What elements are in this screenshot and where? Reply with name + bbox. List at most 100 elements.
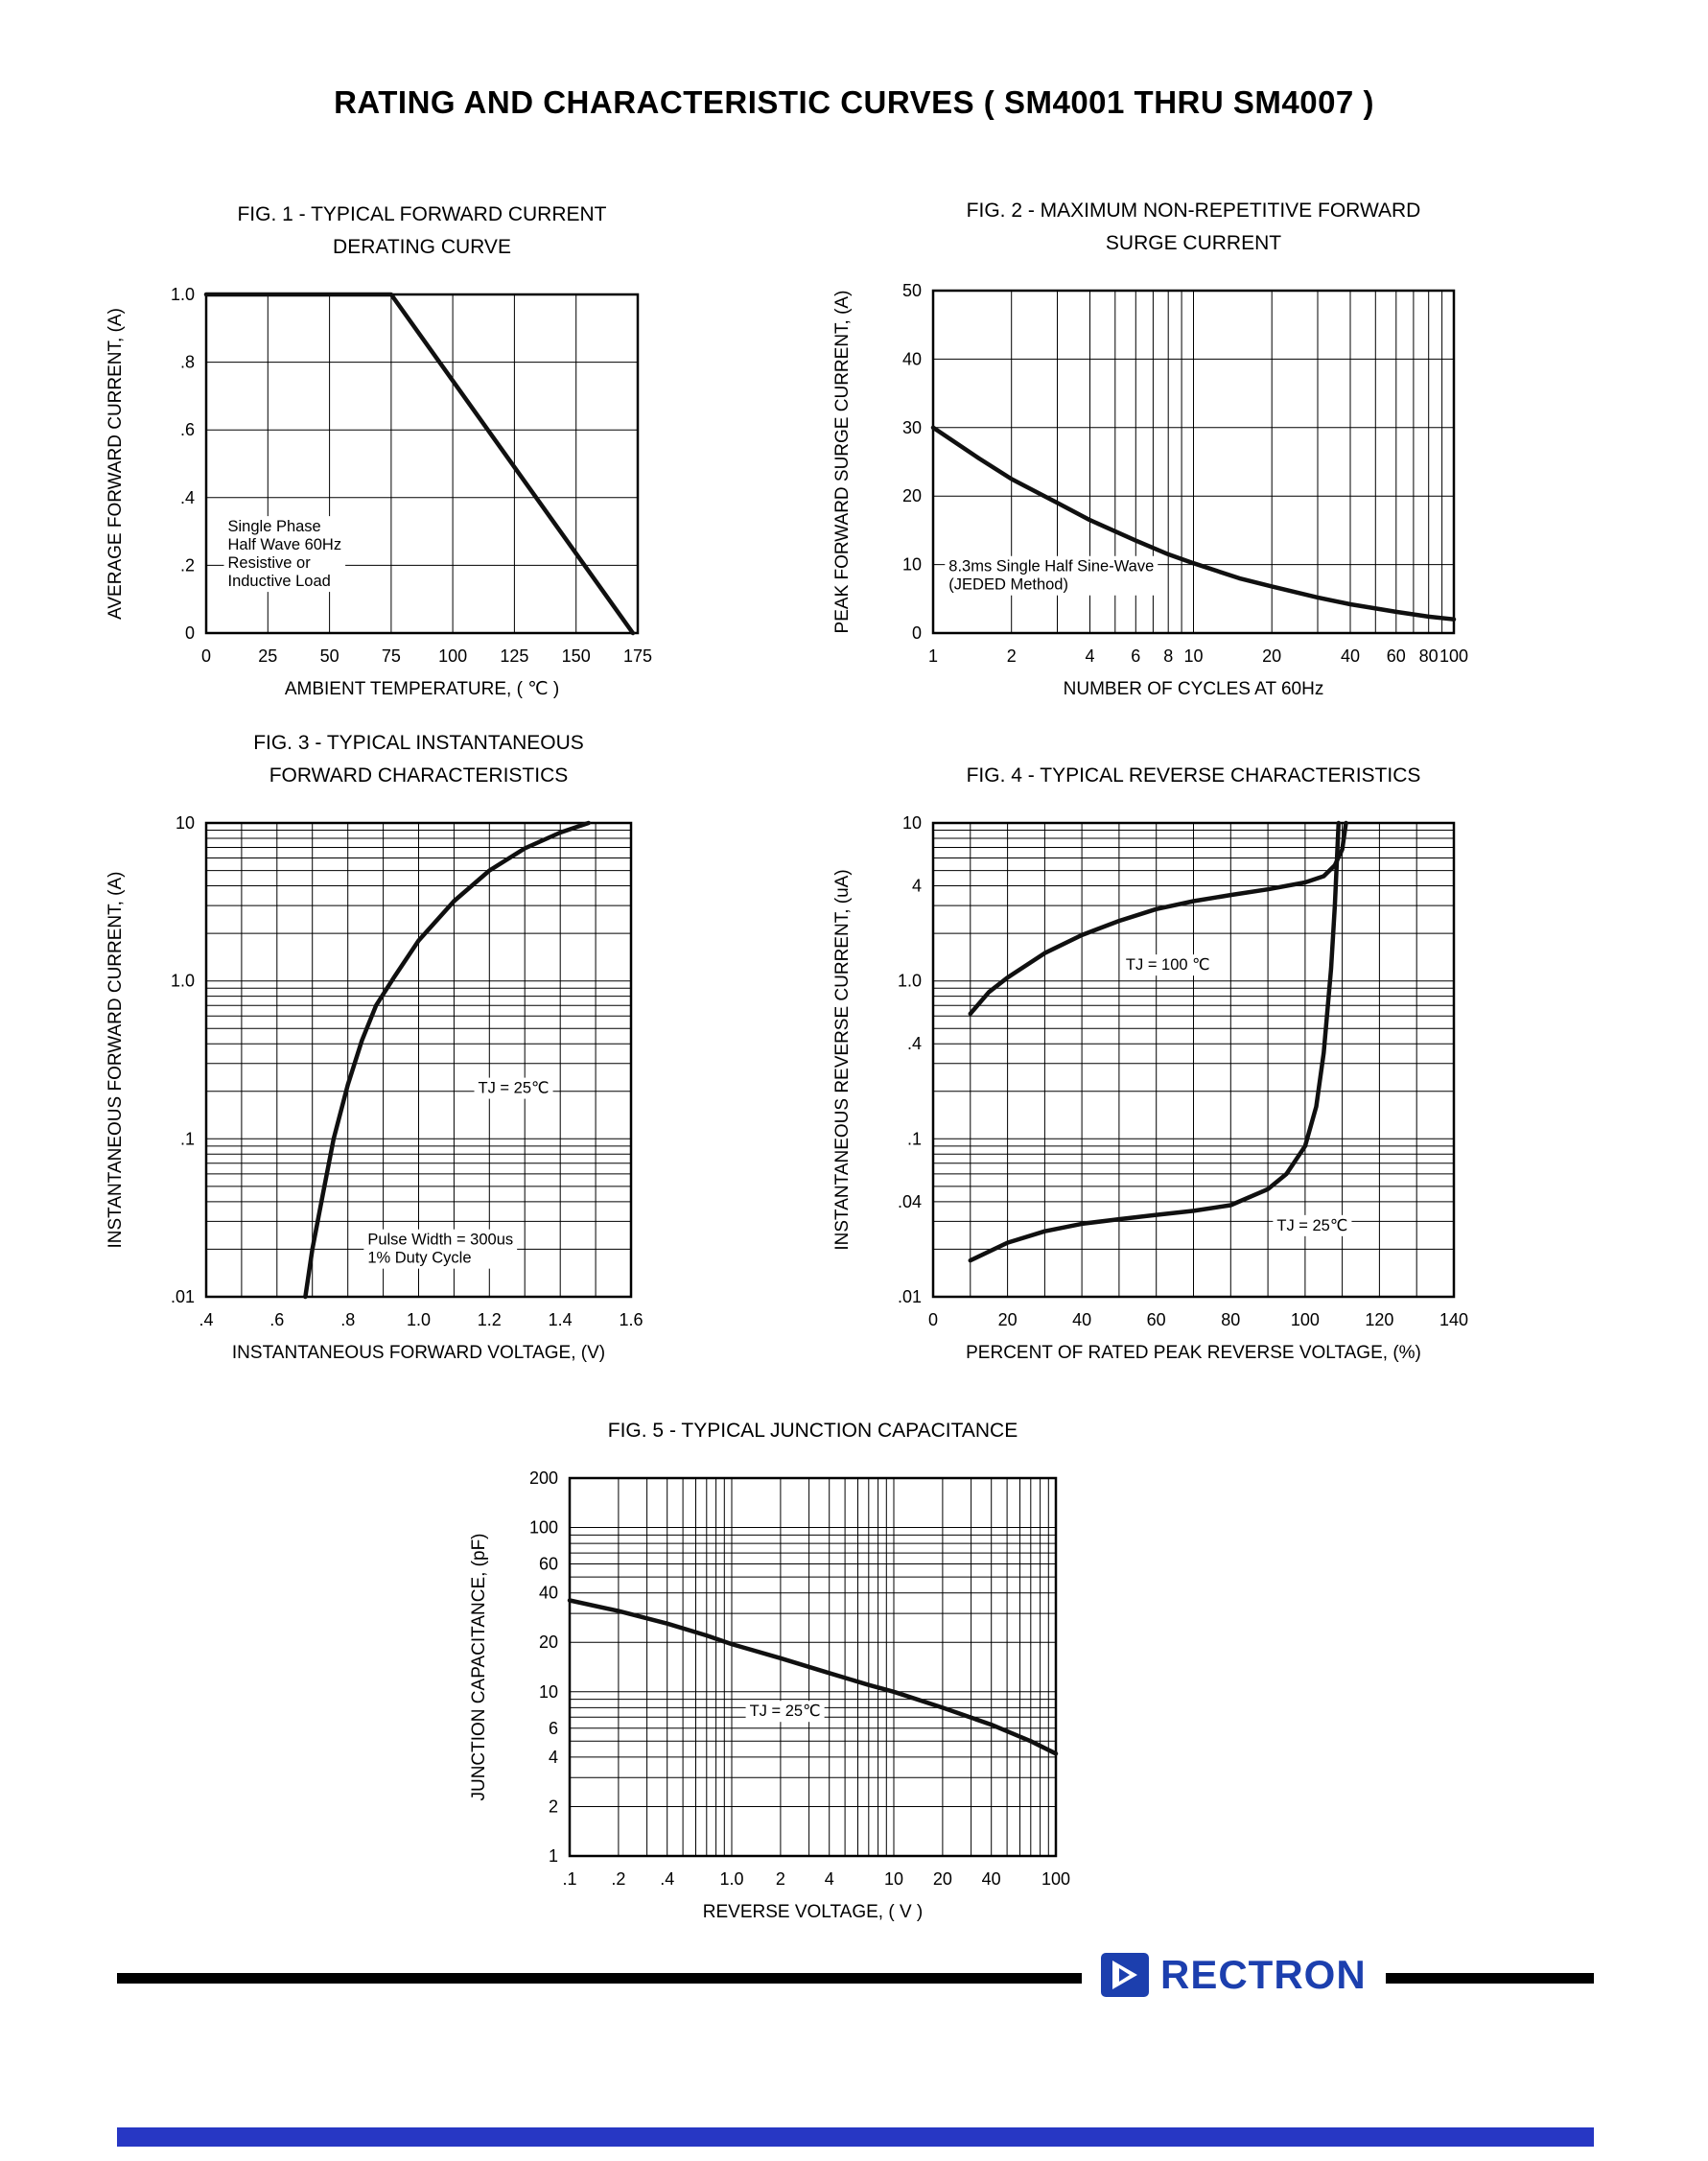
svg-text:.01: .01: [898, 1287, 922, 1306]
svg-text:80: 80: [1419, 646, 1439, 666]
svg-text:40: 40: [982, 1869, 1001, 1889]
svg-text:150: 150: [562, 646, 591, 666]
fig5-grid: [569, 1477, 1057, 1857]
fig4-series-tj100: [968, 820, 1348, 1017]
svg-text:50: 50: [320, 646, 339, 666]
fig4-grid: [932, 822, 1455, 1298]
svg-text:100: 100: [438, 646, 467, 666]
svg-text:10: 10: [1183, 646, 1203, 666]
figure-4: 0 20 40 60 80 100 120 140 .01 .04 .1 .4 1.0 4 10 PERCEN…: [823, 722, 1485, 1384]
fig1-curves: [203, 292, 636, 636]
svg-text:.6: .6: [269, 1310, 284, 1329]
svg-text:175: 175: [623, 646, 652, 666]
svg-text:125: 125: [500, 646, 528, 666]
svg-text:1.4: 1.4: [549, 1310, 573, 1329]
svg-text:1.0: 1.0: [171, 972, 195, 991]
svg-text:.2: .2: [611, 1869, 625, 1889]
svg-text:2: 2: [1007, 646, 1017, 666]
fig5-chart: .1 .2 .4 1.0 2 4 10 20 40 100 1 2 4 6 10 20 40 60 100 200 RE…: [469, 1420, 1070, 1922]
rectron-logo: RECTRON: [1082, 1945, 1386, 2005]
svg-text:200: 200: [529, 1468, 558, 1488]
svg-text:INSTANTANEOUS REVERSE CURRENT,: INSTANTANEOUS REVERSE CURRENT, (uA): [832, 869, 853, 1250]
fig2-series-surge: [930, 425, 1457, 622]
svg-text:75: 75: [382, 646, 401, 666]
fig4-chart: 0 20 40 60 80 100 120 140 .01 .04 .1 .4 1.0 4 10 PERCEN…: [832, 764, 1468, 1363]
footer-rule: [117, 1973, 1594, 1984]
svg-text:1.0: 1.0: [407, 1310, 431, 1329]
bottom-blue-strip: [117, 2127, 1594, 2147]
fig4-series-tj25: [968, 820, 1342, 1263]
svg-text:60: 60: [1387, 646, 1406, 666]
svg-text:.8: .8: [340, 1310, 355, 1329]
svg-text:60: 60: [1147, 1310, 1166, 1329]
svg-text:140: 140: [1439, 1310, 1468, 1329]
svg-text:REVERSE VOLTAGE, ( V ): REVERSE VOLTAGE, ( V ): [703, 1902, 923, 1922]
svg-text:20: 20: [902, 486, 922, 505]
fig1-frame: [204, 293, 640, 635]
fig4-curves: [968, 820, 1348, 1263]
svg-text:8.3ms Single Half Sine-Wave(JE: 8.3ms Single Half Sine-Wave (JEDED Method…: [948, 558, 1154, 594]
svg-text:6: 6: [1131, 646, 1140, 666]
svg-text:100: 100: [1439, 646, 1468, 666]
svg-text:JUNCTION CAPACITANCE, (pF): JUNCTION CAPACITANCE, (pF): [469, 1533, 489, 1800]
svg-text:.1: .1: [180, 1129, 195, 1148]
figure-2: 1 2 4 6 8 10 20 40 60 80 100 0 10 20 30 40 50 NUMBER OF C…: [823, 190, 1485, 708]
svg-text:10: 10: [175, 813, 195, 833]
svg-text:.4: .4: [907, 1034, 922, 1053]
svg-text:PEAK FORWARD SURGE CURRENT, (A: PEAK FORWARD SURGE CURRENT, (A): [832, 291, 853, 634]
svg-text:FIG. 4 - TYPICAL REVERSE CHARA: FIG. 4 - TYPICAL REVERSE CHARACTERISTICS: [967, 764, 1421, 787]
svg-text:FIG. 1 - TYPICAL FORWARD CURRE: FIG. 1 - TYPICAL FORWARD CURRENT: [237, 203, 606, 225]
svg-text:2: 2: [776, 1869, 785, 1889]
svg-text:4: 4: [825, 1869, 834, 1889]
fig3-curves: [303, 820, 591, 1300]
svg-text:FIG. 3 - TYPICAL INSTANTANEOUS: FIG. 3 - TYPICAL INSTANTANEOUS: [253, 732, 584, 754]
svg-text:40: 40: [1072, 1310, 1091, 1329]
svg-text:.2: .2: [180, 555, 195, 575]
svg-text:0: 0: [201, 646, 211, 666]
svg-text:FIG. 2 - MAXIMUM NON-REPETITIV: FIG. 2 - MAXIMUM NON-REPETITIVE FORWARD: [967, 200, 1421, 222]
fig3-frame: [204, 821, 633, 1299]
svg-text:SURGE CURRENT: SURGE CURRENT: [1106, 232, 1281, 254]
svg-text:1.0: 1.0: [719, 1869, 743, 1889]
fig5-frame: [568, 1476, 1058, 1858]
fig1-series-derating: [203, 292, 636, 636]
svg-text:.1: .1: [907, 1129, 922, 1148]
svg-text:6: 6: [549, 1719, 558, 1738]
svg-text:0: 0: [912, 623, 922, 643]
svg-text:1.0: 1.0: [171, 285, 195, 304]
svg-text:PERCENT OF RATED PEAK REVERSE: PERCENT OF RATED PEAK REVERSE VOLTAGE, (…: [966, 1343, 1421, 1363]
figure-5: .1 .2 .4 1.0 2 4 10 20 40 100 1 2 4 6 10 20 40 60 100 200 RE…: [459, 1377, 1088, 1943]
svg-text:.8: .8: [180, 353, 195, 372]
svg-text:.4: .4: [180, 488, 195, 507]
fig1-labels: 0 25 50 75 100 125 150 175 0 .2 .4 .6 .8 1.0 AMBIENT T…: [105, 203, 652, 699]
fig2-curves: [930, 425, 1457, 622]
svg-text:.1: .1: [562, 1869, 576, 1889]
svg-text:20: 20: [933, 1869, 952, 1889]
page-title: RATING AND CHARACTERISTIC CURVES ( SM400…: [334, 84, 1374, 120]
svg-text:40: 40: [539, 1584, 558, 1603]
svg-text:25: 25: [258, 646, 277, 666]
svg-text:60: 60: [539, 1555, 558, 1574]
fig5-series-capacitance: [567, 1598, 1059, 1756]
svg-text:50: 50: [902, 281, 922, 300]
svg-text:8: 8: [1163, 646, 1173, 666]
svg-text:10: 10: [884, 1869, 903, 1889]
svg-text:.04: .04: [898, 1192, 922, 1211]
logo-glyph-inner: [1119, 1968, 1130, 1982]
svg-text:INSTANTANEOUS FORWARD CURRENT,: INSTANTANEOUS FORWARD CURRENT, (A): [105, 871, 126, 1248]
svg-text:120: 120: [1365, 1310, 1393, 1329]
fig3-series-forward: [303, 820, 591, 1300]
fig3-grid: [205, 822, 632, 1298]
svg-text:.01: .01: [171, 1287, 195, 1306]
fig1-chart: 0 25 50 75 100 125 150 175 0 .2 .4 .6 .8 1.0 AMBIENT T…: [105, 203, 652, 699]
fig2-frame: [931, 289, 1456, 635]
fig5-curves: [567, 1598, 1059, 1756]
svg-text:.4: .4: [199, 1310, 213, 1329]
svg-text:TJ = 25℃: TJ = 25℃: [479, 1080, 550, 1097]
svg-text:DERATING CURVE: DERATING CURVE: [333, 236, 511, 258]
fig4-labels: 0 20 40 60 80 100 120 140 .01 .04 .1 .4 1.0 4 10 PERCEN…: [832, 764, 1468, 1363]
svg-text:100: 100: [1041, 1869, 1070, 1889]
svg-text:2: 2: [549, 1797, 558, 1817]
